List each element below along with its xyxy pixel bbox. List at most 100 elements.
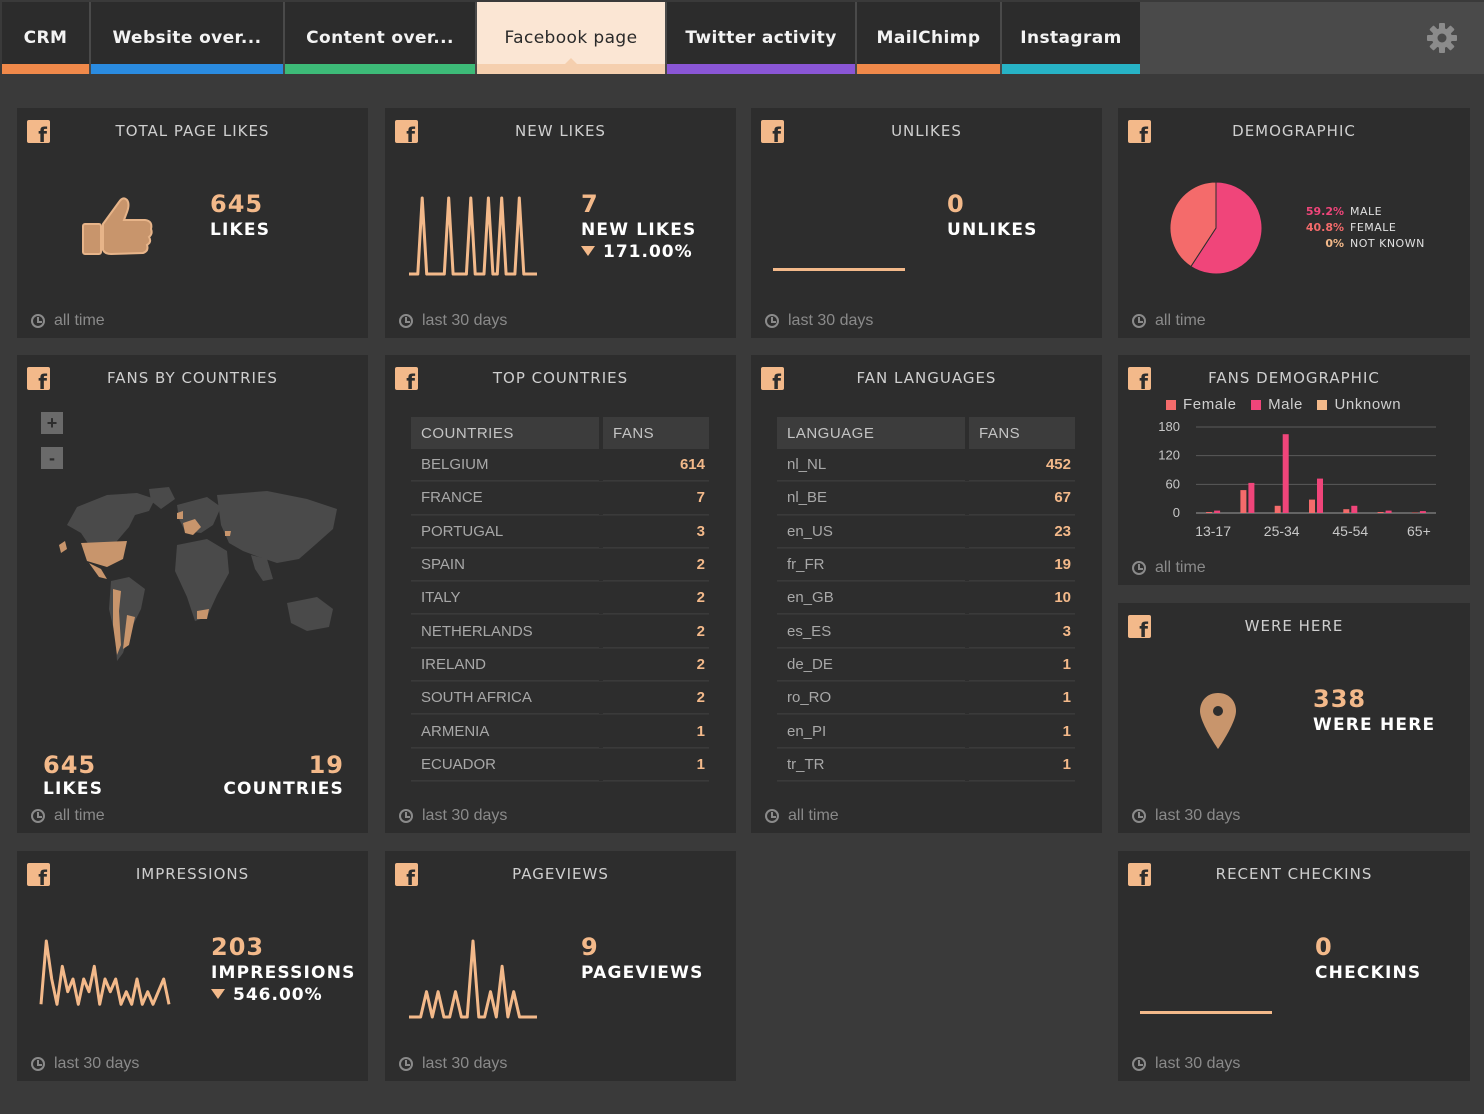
bar-female-35-44	[1309, 499, 1315, 513]
fan-languages-widget: f FAN LANGUAGES LANGUAGE FANS nl_NL 452 nl…	[751, 355, 1102, 833]
pageviews-value: 9	[581, 933, 599, 961]
bar-male-25-34	[1282, 434, 1289, 513]
facebook-icon: f	[1128, 615, 1151, 640]
clock-icon	[31, 314, 45, 328]
table-row: en_GB 10	[777, 582, 1075, 616]
time-range: all time	[31, 312, 105, 330]
facebook-icon: f	[27, 367, 50, 392]
row-name: SOUTH AFRICA	[411, 682, 599, 715]
tab-label: Website over...	[112, 28, 262, 48]
row-name: nl_BE	[777, 482, 965, 515]
table-row: nl_BE 67	[777, 482, 1075, 516]
widget-title: FAN LANGUAGES	[856, 369, 997, 387]
x-tick-label: 13-17	[1195, 523, 1231, 539]
new-likes-widget: f NEW LIKES 7 NEW LIKES 171.00% last 30 …	[385, 108, 736, 338]
tab-mailchimp[interactable]: MailChimp	[857, 2, 1000, 74]
clock-icon	[1132, 561, 1146, 575]
row-fans: 1	[603, 715, 709, 748]
top-countries-table: COUNTRIES FANS BELGIUM 614 FRANCE 7 PORTUGAL…	[411, 417, 709, 782]
sparkline-path	[409, 196, 537, 276]
table-row: IRELAND 2	[411, 649, 709, 683]
legend-male: 59.2% MALE	[1305, 205, 1383, 218]
row-fans: 67	[969, 482, 1075, 515]
time-range: all time	[1132, 312, 1206, 330]
table-row: es_ES 3	[777, 615, 1075, 649]
table-row: ro_RO 1	[777, 682, 1075, 716]
bar-male-18-24	[1248, 482, 1255, 513]
fan-languages-table: LANGUAGE FANS nl_NL 452 nl_BE 67 en_US 23 fr_F…	[777, 417, 1075, 782]
row-name: ro_RO	[777, 682, 965, 715]
tab-facebook-page[interactable]: Facebook page	[477, 2, 665, 74]
table-header: LANGUAGE FANS	[777, 417, 1075, 449]
row-fans: 1	[969, 715, 1075, 748]
time-range: last 30 days	[399, 312, 507, 330]
were-here-value: 338	[1313, 685, 1367, 713]
unlikes-label: UNLIKES	[947, 220, 1038, 240]
impressions-value: 203	[211, 933, 265, 961]
row-fans: 2	[603, 682, 709, 715]
column-header-fans: FANS	[603, 417, 709, 449]
zoom-in-button[interactable]: +	[41, 412, 63, 434]
row-name: IRELAND	[411, 649, 599, 682]
facebook-icon: f	[395, 367, 418, 392]
new-likes-label: NEW LIKES	[581, 220, 697, 240]
clock-icon	[31, 1057, 45, 1071]
demographic-widget: f DEMOGRAPHIC 59.2% MALE 40.8% FEMALE 0% NO…	[1118, 108, 1470, 338]
facebook-icon: f	[761, 367, 784, 392]
gear-icon[interactable]	[1426, 22, 1458, 54]
row-fans: 2	[603, 549, 709, 582]
tab-twitter-activity[interactable]: Twitter activity	[667, 2, 855, 74]
sparkline-path	[39, 939, 171, 1006]
tab-instagram[interactable]: Instagram	[1002, 2, 1140, 74]
row-fans: 1	[969, 649, 1075, 682]
table-row: NETHERLANDS 2	[411, 615, 709, 649]
clock-icon	[31, 809, 45, 823]
row-fans: 1	[969, 749, 1075, 781]
legend-female: Female	[1166, 396, 1237, 413]
x-tick-label: 45-54	[1332, 523, 1368, 539]
bar-male-35-44	[1317, 478, 1323, 513]
table-row: SOUTH AFRICA 2	[411, 682, 709, 716]
row-name: fr_FR	[777, 549, 965, 582]
checkins-sparkline	[1140, 1011, 1272, 1014]
legend-not-known: 0% NOT KNOWN	[1325, 237, 1425, 250]
map-countries-label: COUNTRIES	[223, 779, 344, 799]
facebook-icon: f	[27, 863, 50, 888]
facebook-icon: f	[761, 120, 784, 145]
down-triangle-icon	[581, 246, 595, 256]
tab-website-overview[interactable]: Website over...	[91, 2, 283, 74]
tab-crm[interactable]: CRM	[2, 2, 89, 74]
table-row: ECUADOR 1	[411, 749, 709, 782]
widget-title: FANS DEMOGRAPHIC	[1208, 369, 1380, 387]
row-name: de_DE	[777, 649, 965, 682]
column-header-fans: FANS	[969, 417, 1075, 449]
demographic-pie-chart	[1169, 181, 1263, 275]
row-name: BELGIUM	[411, 449, 599, 482]
pie-slice-female	[1169, 181, 1217, 268]
tab-label: Instagram	[1020, 28, 1122, 48]
bar-female-45-54	[1343, 509, 1350, 513]
impressions-sparkline	[39, 939, 171, 1006]
clock-icon	[1132, 1057, 1146, 1071]
x-tick-label: 25-34	[1264, 523, 1300, 539]
clock-icon	[399, 809, 413, 823]
unlikes-widget: f UNLIKES 0 UNLIKES last 30 days	[751, 108, 1102, 338]
row-name: ECUADOR	[411, 749, 599, 781]
facebook-icon: f	[27, 120, 50, 145]
widget-title: NEW LIKES	[515, 122, 606, 140]
table-row: nl_NL 452	[777, 449, 1075, 483]
row-name: NETHERLANDS	[411, 615, 599, 648]
unlikes-value: 0	[947, 190, 965, 218]
row-fans: 2	[603, 615, 709, 648]
table-header: COUNTRIES FANS	[411, 417, 709, 449]
zoom-out-button[interactable]: -	[41, 447, 63, 469]
legend-female: 40.8% FEMALE	[1305, 221, 1397, 234]
impressions-delta: 546.00%	[211, 985, 323, 1005]
bar-male-65+	[1419, 511, 1426, 513]
column-header-language: LANGUAGE	[777, 417, 965, 449]
fans-demographic-widget: f FANS DEMOGRAPHIC Female Male Unknown 0…	[1118, 355, 1470, 585]
legend-unknown: Unknown	[1317, 396, 1401, 413]
legend-male: Male	[1251, 396, 1303, 413]
row-fans: 2	[603, 582, 709, 615]
tab-content-overview[interactable]: Content over...	[285, 2, 475, 74]
